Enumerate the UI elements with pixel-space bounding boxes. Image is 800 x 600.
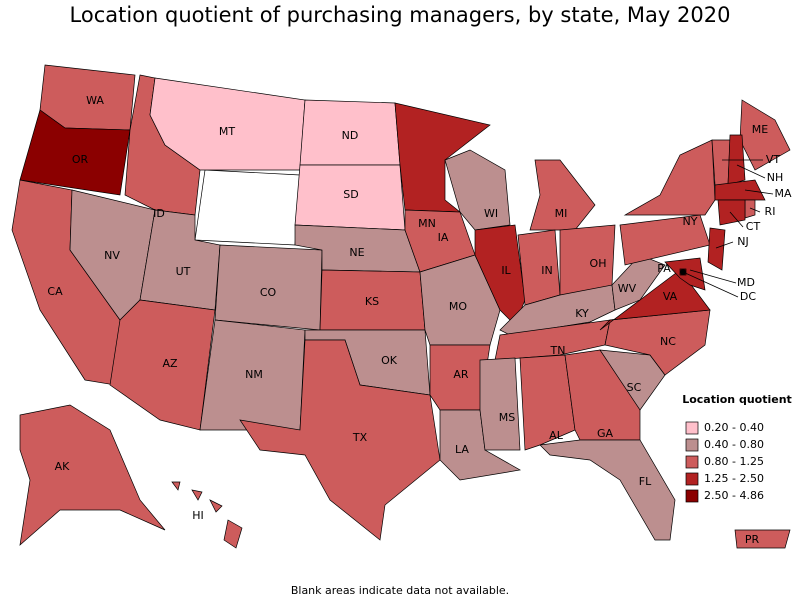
state-label: ID bbox=[153, 207, 165, 220]
state-shape bbox=[171, 481, 181, 491]
state-label: MA bbox=[774, 187, 791, 200]
leader-line bbox=[729, 211, 744, 228]
state-label: DC bbox=[740, 290, 756, 303]
state-label: AR bbox=[453, 368, 469, 381]
state-label: FL bbox=[639, 475, 652, 488]
legend-label: 0.20 - 0.40 bbox=[704, 421, 764, 434]
state-label: MO bbox=[449, 300, 467, 313]
state-shape bbox=[394, 102, 491, 213]
state-label: NY bbox=[683, 215, 698, 228]
state-label: WA bbox=[86, 94, 104, 107]
legend-swatch bbox=[685, 421, 699, 435]
state-label: TX bbox=[352, 431, 368, 444]
state-shape bbox=[623, 139, 716, 216]
state-label: NV bbox=[104, 249, 120, 262]
state-label: WV bbox=[618, 282, 637, 295]
state-shape bbox=[734, 529, 791, 549]
state-shape bbox=[519, 354, 576, 451]
state-label: IN bbox=[541, 264, 552, 277]
leader-line bbox=[715, 241, 734, 249]
state-label: VT bbox=[766, 153, 781, 166]
state-shape bbox=[707, 227, 726, 271]
state-shape bbox=[494, 319, 611, 361]
state-label: IA bbox=[438, 231, 449, 244]
state-label: LA bbox=[455, 443, 469, 456]
state-label: OH bbox=[590, 257, 607, 270]
state-label: CO bbox=[260, 286, 277, 299]
state-label: VA bbox=[663, 290, 678, 303]
state-label: IL bbox=[501, 264, 511, 277]
state-label: MT bbox=[219, 125, 235, 138]
state-shape bbox=[711, 139, 731, 186]
state-shape bbox=[223, 519, 243, 549]
state-shape bbox=[539, 439, 676, 541]
state-label: MI bbox=[555, 207, 568, 220]
legend-swatch bbox=[685, 489, 699, 503]
state-shape bbox=[191, 489, 203, 501]
state-label: TN bbox=[550, 344, 566, 357]
state-label: PR bbox=[745, 533, 760, 546]
state-label: WI bbox=[484, 207, 498, 220]
state-shape bbox=[599, 269, 711, 331]
state-shape bbox=[517, 229, 561, 306]
state-label: NE bbox=[349, 246, 364, 259]
state-label: OK bbox=[381, 354, 398, 367]
state-shape bbox=[714, 179, 766, 201]
state-label: SD bbox=[343, 188, 358, 201]
state-label: NH bbox=[767, 171, 784, 184]
state-label: RI bbox=[765, 205, 776, 218]
state-shape bbox=[19, 109, 131, 196]
legend-label: 0.40 - 0.80 bbox=[704, 438, 764, 451]
state-label: CA bbox=[47, 285, 63, 298]
states bbox=[11, 64, 791, 549]
legend-label: 2.50 - 4.86 bbox=[704, 489, 764, 502]
state-label: UT bbox=[176, 265, 191, 278]
legend-label: 1.25 - 2.50 bbox=[704, 472, 764, 485]
state-shape bbox=[444, 149, 511, 231]
state-label: NJ bbox=[737, 235, 748, 248]
dc-dot bbox=[680, 269, 686, 275]
state-label: ND bbox=[342, 129, 359, 142]
state-label: ME bbox=[752, 123, 768, 136]
footnote: Blank areas indicate data not available. bbox=[291, 584, 509, 597]
state-label: MS bbox=[499, 411, 515, 424]
state-shape bbox=[717, 199, 746, 226]
state-label: CT bbox=[746, 220, 761, 233]
state-label: MN bbox=[418, 217, 436, 230]
state-label: NC bbox=[660, 335, 676, 348]
state-label: AK bbox=[55, 460, 71, 473]
state-label: MD bbox=[737, 276, 755, 289]
state-shape bbox=[479, 357, 521, 451]
leader-line bbox=[749, 207, 761, 213]
state-shape bbox=[209, 499, 223, 513]
leader-line bbox=[744, 189, 774, 195]
leader-line bbox=[689, 269, 737, 284]
map-title: Location quotient of purchasing managers… bbox=[70, 3, 731, 27]
state-shape bbox=[109, 299, 216, 431]
leader-line bbox=[736, 164, 766, 179]
state-label: KS bbox=[365, 295, 379, 308]
state-label: SC bbox=[627, 381, 642, 394]
state-shape bbox=[739, 99, 791, 171]
legend-label: 0.80 - 1.25 bbox=[704, 455, 764, 468]
state-label: AL bbox=[549, 429, 564, 442]
state-label: AZ bbox=[162, 357, 178, 370]
state-shape bbox=[19, 404, 166, 546]
state-shape bbox=[194, 169, 301, 246]
state-shape bbox=[239, 339, 441, 541]
legend-swatch bbox=[685, 438, 699, 452]
state-label: HI bbox=[192, 509, 204, 522]
leader-line bbox=[682, 271, 739, 298]
legend-title: Location quotient bbox=[682, 393, 792, 406]
state-label: OR bbox=[72, 153, 89, 166]
state-label: NM bbox=[245, 368, 263, 381]
state-label: KY bbox=[575, 307, 589, 320]
state-label: PA bbox=[657, 262, 671, 275]
state-label: GA bbox=[597, 427, 614, 440]
legend-swatch bbox=[685, 455, 699, 469]
legend-swatch bbox=[685, 472, 699, 486]
